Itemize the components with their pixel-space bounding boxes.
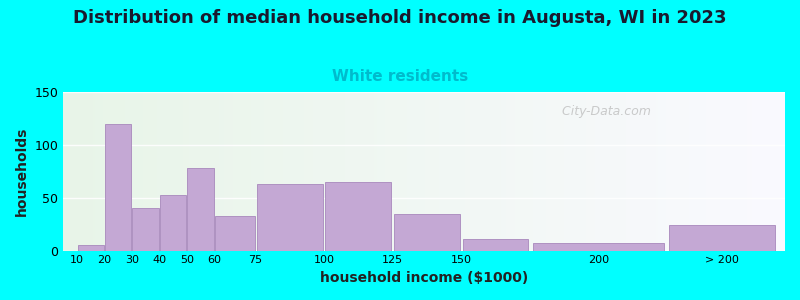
Bar	[78, 245, 104, 250]
Text: City-Data.com: City-Data.com	[554, 105, 651, 118]
Bar	[105, 124, 131, 250]
Bar	[160, 195, 186, 250]
Bar	[187, 168, 214, 250]
Y-axis label: households: households	[15, 127, 29, 216]
Bar	[669, 225, 774, 250]
Bar	[394, 214, 460, 250]
Bar	[533, 243, 664, 250]
Text: Distribution of median household income in Augusta, WI in 2023: Distribution of median household income …	[74, 9, 726, 27]
Bar	[133, 208, 158, 250]
Text: White residents: White residents	[332, 69, 468, 84]
Bar	[462, 239, 529, 250]
Bar	[215, 216, 254, 250]
Bar	[257, 184, 322, 250]
X-axis label: household income ($1000): household income ($1000)	[320, 271, 528, 285]
Bar	[326, 182, 391, 250]
